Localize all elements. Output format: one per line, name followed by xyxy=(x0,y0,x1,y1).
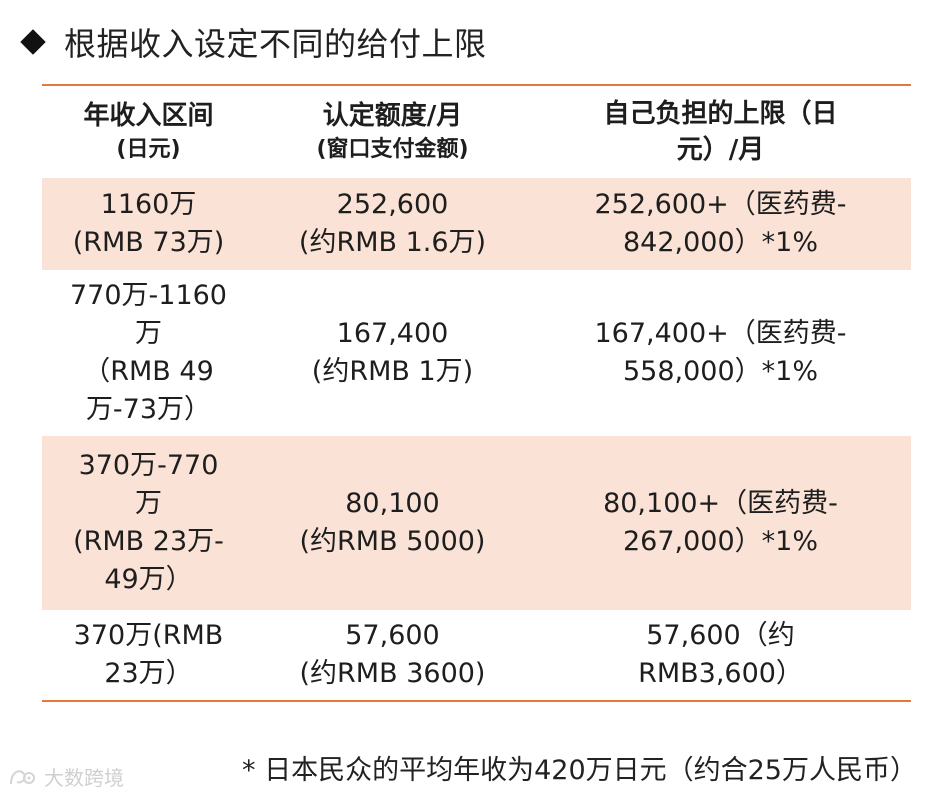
cell-text: (约RMB 1.6万) xyxy=(298,227,487,258)
header-subtext: (窗口支付金额) xyxy=(316,137,469,162)
self-pay-limit-cell: 57,600（约 RMB3,600） xyxy=(530,610,911,700)
income-limit-table: 年收入区间 (日元) 认定额度/月 (窗口支付金额) 自己负担的上限（日 元）/… xyxy=(42,84,911,702)
cell-text: （RMB 49 xyxy=(83,356,214,387)
cell-text: 万 xyxy=(135,318,162,349)
cell-text: 770万-1160 xyxy=(70,280,227,311)
page-title: 根据收入设定不同的给付上限 xyxy=(64,25,487,63)
income-range-cell: 770万-1160 万 （RMB 49 万-73万） xyxy=(42,270,255,436)
watermark: 大数跨境 xyxy=(8,762,124,791)
cell-text: 842,000）*1% xyxy=(623,227,818,258)
cell-text: 万 xyxy=(134,488,162,519)
table-row: 1160万 (RMB 73万) 252,600 (约RMB 1.6万) 252,… xyxy=(42,178,911,270)
cell-text: 558,000）*1% xyxy=(623,356,818,387)
cell-text: (RMB 23万- xyxy=(73,526,224,557)
cell-text: 252,600 xyxy=(336,189,449,220)
table-row: 370万-770 万 (RMB 23万- 49万） 80,100 (约RMB 5… xyxy=(42,436,911,610)
table-header-row: 年收入区间 (日元) 认定额度/月 (窗口支付金额) 自己负担的上限（日 元）/… xyxy=(42,86,911,178)
cell-text: (约RMB 3600) xyxy=(299,658,486,689)
cell-text: 252,600+（医药费- xyxy=(594,189,847,220)
watermark-text: 大数跨境 xyxy=(44,766,124,790)
table-row: 770万-1160 万 （RMB 49 万-73万） 167,400 (约RMB… xyxy=(42,270,911,436)
cell-text: 370万(RMB xyxy=(73,620,224,651)
cell-text: (约RMB 1万) xyxy=(311,356,474,387)
self-pay-limit-cell: 252,600+（医药费- 842,000）*1% xyxy=(530,178,911,270)
header-cell-approved-amount: 认定额度/月 (窗口支付金额) xyxy=(255,86,530,178)
income-range-cell: 370万-770 万 (RMB 23万- 49万） xyxy=(42,436,255,610)
cell-text: 167,400 xyxy=(336,318,449,349)
header-subtext: (日元) xyxy=(116,137,181,162)
title-row: 根据收入设定不同的给付上限 xyxy=(18,14,487,70)
diamond-bullet-icon xyxy=(20,29,46,55)
table-row: 370万(RMB 23万） 57,600 (约RMB 3600) 57,600（… xyxy=(42,610,911,700)
header-text: 元）/月 xyxy=(676,135,765,165)
income-range-cell: 1160万 (RMB 73万) xyxy=(42,178,255,270)
cell-text: RMB3,600） xyxy=(638,658,803,689)
cell-text: 267,000）*1% xyxy=(623,526,818,557)
approved-amount-cell: 167,400 (约RMB 1万) xyxy=(255,270,530,436)
header-text: 认定额度/月 xyxy=(322,101,463,131)
income-range-cell: 370万(RMB 23万） xyxy=(42,610,255,700)
approved-amount-cell: 252,600 (约RMB 1.6万) xyxy=(255,178,530,270)
header-cell-self-pay-limit: 自己负担的上限（日 元）/月 xyxy=(530,86,911,178)
cell-text: (约RMB 5000) xyxy=(299,526,486,557)
approved-amount-cell: 57,600 (约RMB 3600) xyxy=(255,610,530,700)
approved-amount-cell: 80,100 (约RMB 5000) xyxy=(255,436,530,610)
cell-text: (RMB 73万) xyxy=(72,227,225,258)
footnote: * 日本民众的平均年收为420万日元（约合25万人民币） xyxy=(242,755,917,786)
cell-text: 万-73万） xyxy=(85,394,212,425)
watermark-logo-icon xyxy=(8,766,38,788)
cell-text: 80,100 xyxy=(345,488,440,519)
self-pay-limit-cell: 80,100+（医药费- 267,000）*1% xyxy=(530,436,911,610)
self-pay-limit-cell: 167,400+（医药费- 558,000）*1% xyxy=(530,270,911,436)
header-text: 自己负担的上限（日 xyxy=(603,99,838,129)
cell-text: 167,400+（医药费- xyxy=(594,318,847,349)
cell-text: 57,600（约 xyxy=(646,620,795,651)
cell-text: 370万-770 xyxy=(78,450,219,481)
cell-text: 49万） xyxy=(104,564,193,595)
cell-text: 80,100+（医药费- xyxy=(603,488,838,519)
header-text: 年收入区间 xyxy=(83,101,214,131)
cell-text: 23万） xyxy=(104,658,193,689)
header-cell-income-range: 年收入区间 (日元) xyxy=(42,86,255,178)
cell-text: 1160万 xyxy=(100,189,197,220)
cell-text: 57,600 xyxy=(345,620,440,651)
